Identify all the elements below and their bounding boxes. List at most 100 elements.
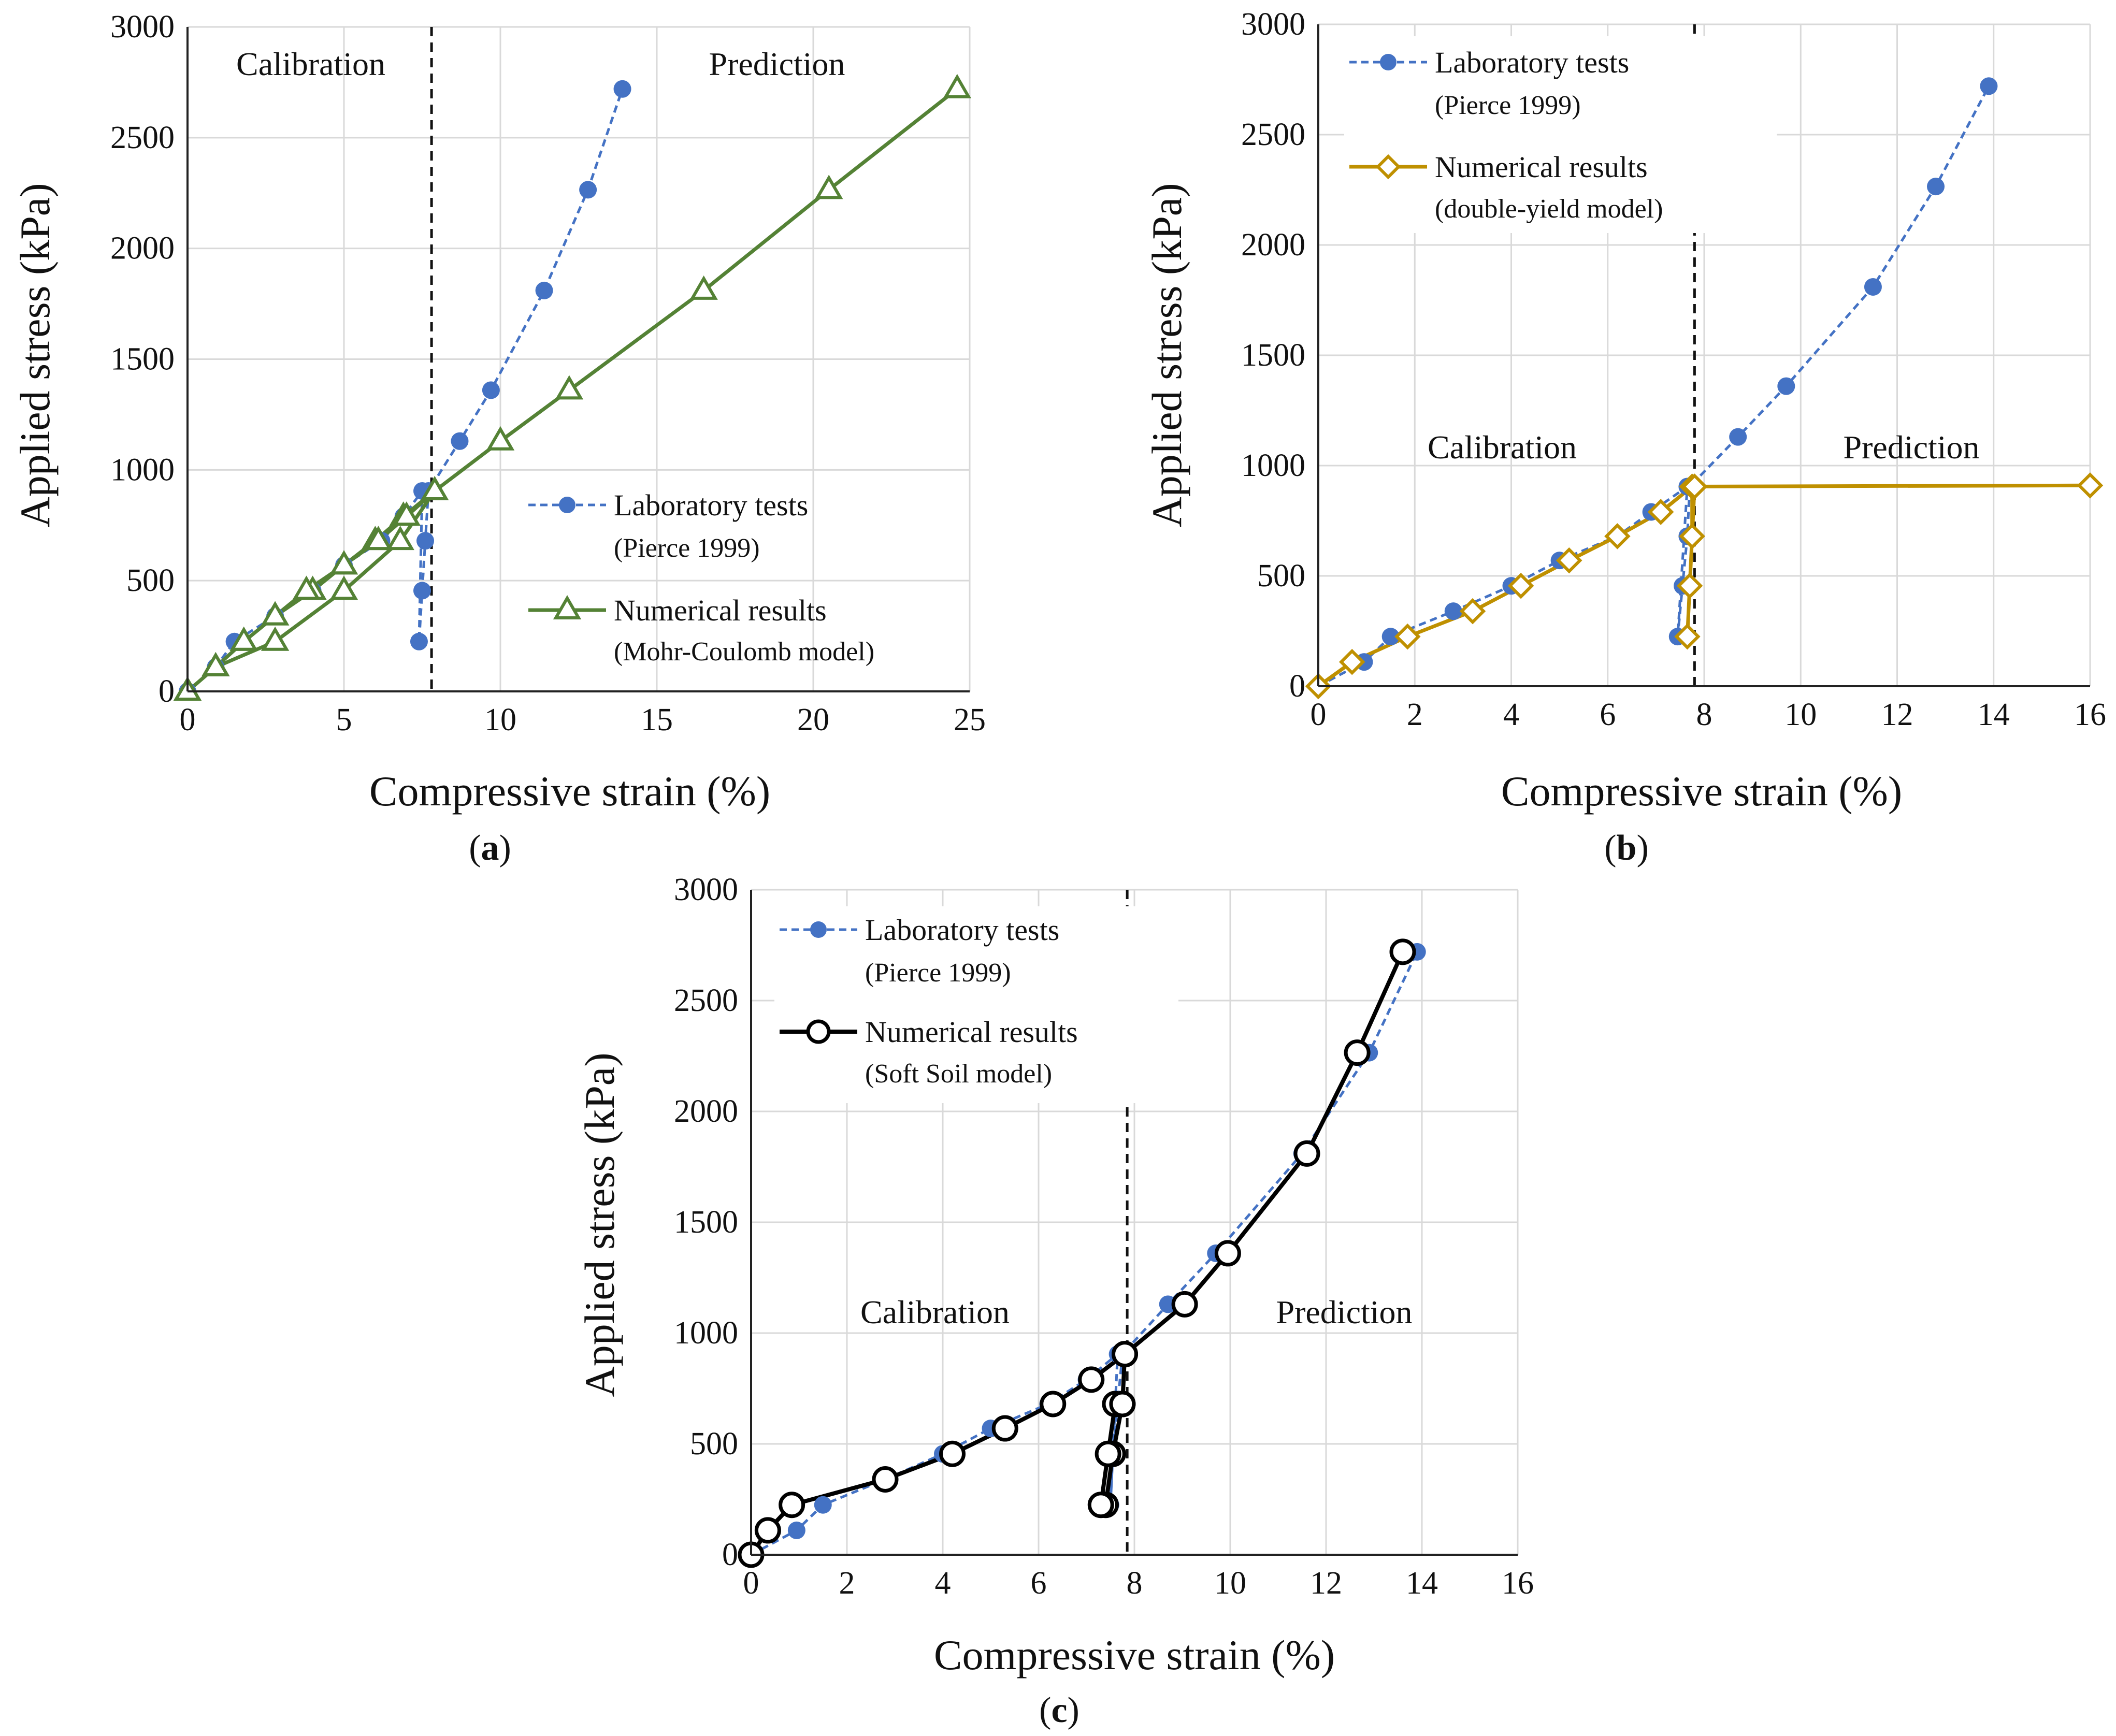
x-tick-label-b-16: 16 <box>2074 697 2106 732</box>
region-label-calibration-c: Calibration <box>860 1294 1010 1330</box>
x-axis-title-c: Compressive strain (%) <box>934 1631 1335 1679</box>
series-line-b-lab <box>1317 85 1990 688</box>
x-tick-label-c-2: 2 <box>839 1566 855 1601</box>
caption-c: (c) <box>1039 1690 1079 1730</box>
x-axis-title-b: Compressive strain (%) <box>1501 768 1902 815</box>
data-point-c-ss-7 <box>1078 1366 1105 1393</box>
data-point-b-dy-5 <box>1556 547 1582 574</box>
legend-sub-lab-a: (Pierce 1999) <box>614 533 760 563</box>
y-tick-label-b-2500: 2500 <box>1241 117 1305 152</box>
legend-sub-model-c: (Soft Soil model) <box>865 1059 1052 1089</box>
data-point-a-lab-17 <box>613 80 631 98</box>
data-point-b-lab-13 <box>1729 428 1747 446</box>
panel-a: Calibration Prediction Compressive strai… <box>11 9 986 868</box>
y-tick-label-a-1500: 1500 <box>110 342 175 377</box>
data-point-b-dy-9 <box>1679 523 1705 549</box>
data-point-a-mc-14 <box>201 652 230 676</box>
data-point-c-ss-2 <box>779 1492 805 1518</box>
series-line-c-ss <box>749 951 1405 1556</box>
data-point-c-ss-3 <box>872 1466 899 1493</box>
data-point-c-ss-1 <box>754 1517 781 1544</box>
x-axis-title-a: Compressive strain (%) <box>369 768 770 815</box>
data-point-c-lab-2 <box>814 1496 832 1514</box>
y-tick-label-b-1000: 1000 <box>1241 448 1305 483</box>
data-point-a-mc-16 <box>261 601 290 626</box>
x-tick-label-c-10: 10 <box>1214 1566 1246 1601</box>
data-point-a-mc-19 <box>364 526 393 551</box>
region-label-prediction-c: Prediction <box>1276 1294 1412 1330</box>
y-tick-label-a-1000: 1000 <box>110 452 175 487</box>
y-tick-label-c-500: 500 <box>690 1426 738 1462</box>
data-point-c-ss-4 <box>939 1440 966 1467</box>
y-tick-label-c-2500: 2500 <box>674 983 738 1018</box>
data-point-a-mc-17 <box>292 575 321 600</box>
legend-marker-lab-b <box>1380 54 1397 70</box>
caption-letter-c: c <box>1051 1690 1067 1730</box>
data-point-a-mc-22 <box>486 426 515 451</box>
x-tick-label-a-0: 0 <box>180 702 196 737</box>
x-tick-label-b-2: 2 <box>1407 697 1423 732</box>
legend-marker-model-a <box>553 595 582 619</box>
x-tick-label-b-10: 10 <box>1784 697 1817 732</box>
legend-label-lab-c: Laboratory tests <box>865 913 1059 947</box>
data-point-c-ss-5 <box>991 1415 1018 1442</box>
data-point-c-ss-15 <box>1109 1391 1136 1417</box>
data-point-c-ss-16 <box>1112 1341 1138 1368</box>
data-point-a-mc-9 <box>386 526 414 551</box>
data-point-a-mc-10 <box>329 575 358 600</box>
y-tick-label-a-2000: 2000 <box>110 231 175 266</box>
x-tick-label-a-10: 10 <box>484 702 516 737</box>
data-point-b-lab-16 <box>1927 178 1945 196</box>
data-point-c-ss-13 <box>1095 1440 1121 1467</box>
legend-sub-lab-c: (Pierce 1999) <box>865 958 1011 988</box>
panel-c: Calibration Prediction Compressive strai… <box>576 872 1534 1730</box>
data-point-c-ss-19 <box>1293 1140 1320 1167</box>
y-tick-label-a-0: 0 <box>159 674 175 709</box>
data-point-a-lab-14 <box>482 381 500 399</box>
data-point-a-mc-20 <box>392 501 421 526</box>
legend-b: Laboratory tests (Pierce 1999) Numerical… <box>1344 36 1777 233</box>
data-point-b-lab-14 <box>1777 377 1795 395</box>
data-point-b-dy-11 <box>1674 623 1701 650</box>
data-point-a-mc-24 <box>689 275 718 300</box>
data-point-c-ss-6 <box>1040 1391 1067 1417</box>
data-point-b-dy-10 <box>1676 572 1703 599</box>
data-point-a-mc-18 <box>329 550 358 575</box>
y-tick-label-a-500: 500 <box>126 563 175 598</box>
y-tick-label-b-3000: 3000 <box>1241 7 1305 42</box>
data-point-b-dy-3 <box>1459 598 1486 625</box>
legend-marker-model-c <box>806 1019 831 1044</box>
y-tick-label-c-0: 0 <box>722 1537 738 1572</box>
plot-area-c <box>738 890 1426 1568</box>
y-tick-label-c-1500: 1500 <box>674 1205 738 1240</box>
caption-letter-a: a <box>481 828 499 868</box>
data-point-b-dy-12 <box>1681 473 1708 500</box>
x-tick-label-b-0: 0 <box>1311 697 1327 732</box>
data-point-c-ss-21 <box>1389 938 1416 965</box>
x-tick-label-c-6: 6 <box>1031 1566 1047 1601</box>
y-tick-label-b-2000: 2000 <box>1241 227 1305 263</box>
legend-sub-lab-b: (Pierce 1999) <box>1435 91 1581 120</box>
data-point-b-dy-2 <box>1394 623 1421 650</box>
data-point-c-lab-1 <box>787 1521 805 1539</box>
data-point-b-dy-7 <box>1647 499 1674 525</box>
legend-a: Laboratory tests (Pierce 1999) Numerical… <box>528 488 874 667</box>
data-point-a-mc-15 <box>229 626 258 651</box>
legend-sub-model-a: (Mohr-Coulomb model) <box>614 637 874 667</box>
legend-marker-lab-a <box>559 497 575 513</box>
data-point-a-mc-25 <box>814 175 843 199</box>
legend-background-b <box>1344 36 1777 233</box>
x-tick-label-a-5: 5 <box>336 702 352 737</box>
data-point-c-ss-20 <box>1344 1039 1371 1066</box>
caption-a: (a) <box>469 828 511 868</box>
legend-label-model-a: Numerical results <box>614 594 827 627</box>
x-tick-label-b-12: 12 <box>1881 697 1913 732</box>
y-tick-label-b-500: 500 <box>1257 558 1305 594</box>
y-axis-title-a: Applied stress (kPa) <box>11 183 59 527</box>
y-axis-title-c: Applied stress (kPa) <box>576 1052 623 1397</box>
x-tick-label-a-15: 15 <box>641 702 673 737</box>
legend-background-c <box>774 906 1178 1103</box>
data-point-a-mc-26 <box>943 74 972 98</box>
data-point-b-dy-6 <box>1604 523 1631 549</box>
